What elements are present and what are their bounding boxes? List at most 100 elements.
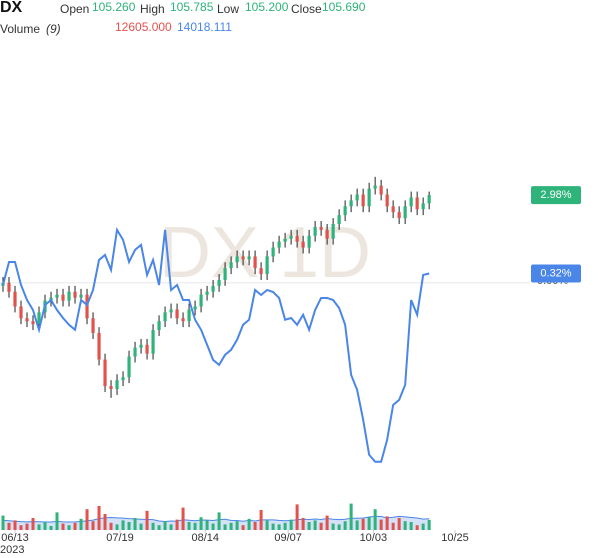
candle-body [361, 194, 365, 207]
volume-bar [301, 518, 305, 530]
candle-body [157, 321, 161, 331]
x-tick-label: 10/25 [441, 532, 469, 544]
volume-bar [397, 518, 401, 530]
volume-bar [25, 523, 29, 530]
volume-bar [367, 517, 371, 530]
volume-bar [85, 509, 89, 530]
volume-bar [217, 512, 221, 530]
candle-body [199, 294, 203, 307]
volume-bar [355, 520, 359, 530]
candle-body [79, 294, 83, 298]
candle-body [415, 197, 419, 210]
candle-body [421, 203, 425, 210]
candle-body [403, 206, 407, 219]
candle-body [409, 197, 413, 207]
compare-line [2, 226, 430, 463]
open-value: 105.260 [92, 0, 136, 14]
volume-bar [247, 518, 251, 530]
volume-bar [361, 518, 365, 530]
volume-bar [133, 518, 137, 530]
volume-ma-line [2, 515, 430, 523]
candle-body [295, 235, 299, 242]
volume-bar [157, 525, 161, 530]
candle-body [67, 291, 71, 301]
candle-body [265, 256, 269, 275]
candle-body [37, 312, 41, 325]
volume-bar [265, 520, 269, 530]
candle-body [235, 256, 239, 263]
volume-bar [121, 520, 125, 530]
close-label: Close [291, 2, 322, 16]
candle-body [397, 212, 401, 219]
candle-body [109, 386, 113, 390]
candle-body [385, 194, 389, 207]
candle-body [301, 241, 305, 248]
volume-bar [1, 515, 5, 530]
candle-body [349, 200, 353, 207]
volume-bar [55, 512, 59, 530]
candle-body [223, 268, 227, 280]
candle-body [283, 238, 287, 242]
volume-bar [199, 517, 203, 530]
volume-bar [7, 522, 11, 530]
candle-body [175, 309, 179, 319]
volume-bar [109, 522, 113, 530]
candle-body [241, 256, 245, 260]
volume-bar [205, 520, 209, 530]
volume-bar [145, 510, 149, 530]
volume-bar [421, 523, 425, 530]
volume-bar [385, 516, 389, 530]
candle-body [277, 241, 281, 248]
high-value: 105.785 [170, 0, 214, 14]
volume-bar [319, 522, 323, 530]
volume-bar [259, 510, 263, 530]
volume-label: Volume [0, 22, 40, 36]
candle-body [427, 195, 431, 204]
candle-body [7, 282, 11, 292]
volume-bar [343, 521, 347, 530]
volume-bar [229, 522, 233, 530]
volume-bar [139, 523, 143, 530]
volume-bar [325, 515, 329, 530]
volume-ma-fill [3, 516, 430, 530]
candle-body [31, 321, 35, 325]
volume-bar [253, 522, 257, 530]
candle-body [13, 291, 17, 307]
volume-bar [391, 522, 395, 530]
candle-body [307, 235, 311, 248]
low-label: Low [217, 2, 239, 16]
candle-body [289, 235, 293, 239]
candle-body [19, 306, 23, 319]
close-tag: 2.98% [540, 189, 571, 201]
volume-bar [295, 504, 299, 530]
volume-bar [427, 519, 431, 530]
volume-bar [151, 522, 155, 530]
candle-body [259, 268, 263, 275]
candle-body [253, 256, 257, 269]
candle-body [247, 256, 251, 260]
line-tag-box [531, 264, 581, 283]
volume-bar [379, 519, 383, 530]
candle-body [331, 223, 335, 239]
year-label: 2023 [0, 544, 24, 556]
x-tick-label: 10/03 [360, 532, 388, 544]
candle-body [85, 294, 89, 319]
candle-body [127, 356, 131, 378]
volume-bar [61, 523, 65, 530]
candle-body [187, 309, 191, 322]
candle-body [391, 206, 395, 213]
volume-value: 12605.000 [115, 20, 172, 34]
volume-bar [187, 522, 191, 530]
candle-body [229, 262, 233, 269]
candle-body [355, 194, 359, 201]
x-tick-label: 09/07 [274, 532, 302, 544]
watermark: DX 1D [159, 213, 371, 293]
candle-body [211, 285, 215, 292]
candle-body [55, 294, 59, 298]
volume-bar [313, 520, 317, 530]
candle-body [169, 309, 173, 313]
candle-body [133, 347, 137, 357]
volume-bar [349, 503, 353, 530]
